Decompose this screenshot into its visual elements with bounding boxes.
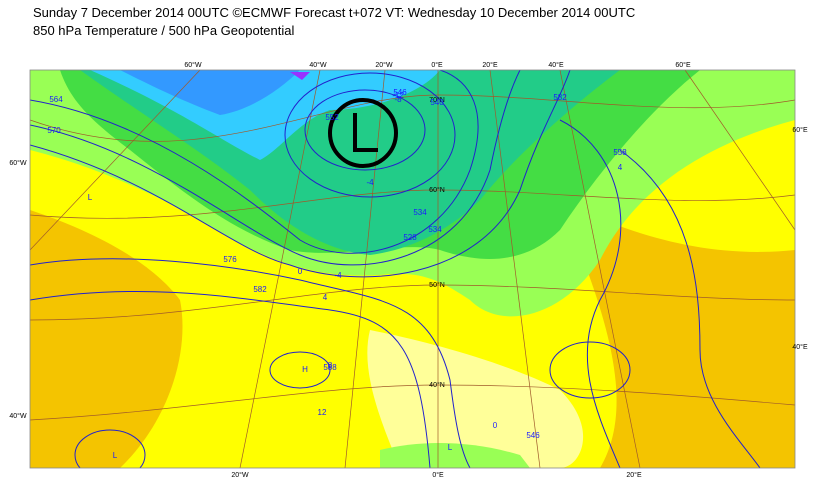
contour-label: 4 <box>618 163 623 172</box>
contour-label: 582 <box>253 285 267 294</box>
contour-label: 534 <box>413 208 427 217</box>
graticule-label: 40°N <box>429 381 445 389</box>
pressure-label: L <box>88 193 93 202</box>
contour-label: -4 <box>334 271 342 280</box>
pressure-label: L <box>113 451 118 460</box>
contour-label: 12 <box>318 408 327 417</box>
contour-label: 546 <box>526 431 540 440</box>
temperature-field <box>30 70 795 468</box>
contour-label: 588 <box>323 363 337 372</box>
pressure-label: L <box>448 443 453 452</box>
contour-label: -4 <box>366 178 374 187</box>
graticule-label: 40°W <box>309 61 327 69</box>
contour-label: 558 <box>613 148 627 157</box>
contour-label: 576 <box>223 255 237 264</box>
graticule-label: 20°W <box>375 61 393 69</box>
contour-label: 570 <box>47 126 61 135</box>
contour-label: 0 <box>298 267 303 276</box>
contour-label: 8 <box>328 361 333 370</box>
contour-label: 0 <box>493 421 498 430</box>
graticule-label: 60°W <box>184 61 202 69</box>
title: Sunday 7 December 2014 00UTC ©ECMWF Fore… <box>33 5 636 20</box>
contour-label: 4 <box>323 293 328 302</box>
low-circle <box>328 98 398 168</box>
contour-label: 534 <box>428 225 442 234</box>
pressure-label: H <box>302 365 308 374</box>
contour-label: 582 <box>553 93 567 102</box>
graticule-label: 50°N <box>429 281 445 289</box>
graticule-label: 60°E <box>675 61 691 69</box>
graticule <box>30 70 795 468</box>
graticule-label: 60°W <box>9 159 27 167</box>
header: Sunday 7 December 2014 00UTC ©ECMWF Fore… <box>33 4 635 40</box>
subtitle: 850 hPa Temperature / 500 hPa Geopotenti… <box>33 23 295 38</box>
contour-label: -8 <box>394 95 402 104</box>
contour-label: 546 <box>393 88 407 97</box>
contour-label: 528 <box>403 233 417 242</box>
graticule-label: 70°N <box>429 96 445 104</box>
graticule-label: 40°E <box>792 343 808 351</box>
contour-label: 552 <box>325 113 339 122</box>
graticule-label: 60°E <box>792 126 808 134</box>
graticule-label: 40°W <box>9 412 27 420</box>
geopotential-contours <box>30 70 761 468</box>
graticule-label: 60°N <box>429 186 445 194</box>
graticule-label: 0°E <box>432 471 444 479</box>
contour-label: -12 <box>392 91 404 100</box>
graticule-label: 0°E <box>431 61 443 69</box>
graticule-label: 20°E <box>482 61 498 69</box>
graticule-label: 20°W <box>231 471 249 479</box>
map-frame <box>29 69 796 469</box>
contour-label: 540 <box>430 98 444 107</box>
graticule-label: 20°E <box>626 471 642 479</box>
graticule-label: 40°E <box>548 61 564 69</box>
contour-label: 564 <box>49 95 63 104</box>
